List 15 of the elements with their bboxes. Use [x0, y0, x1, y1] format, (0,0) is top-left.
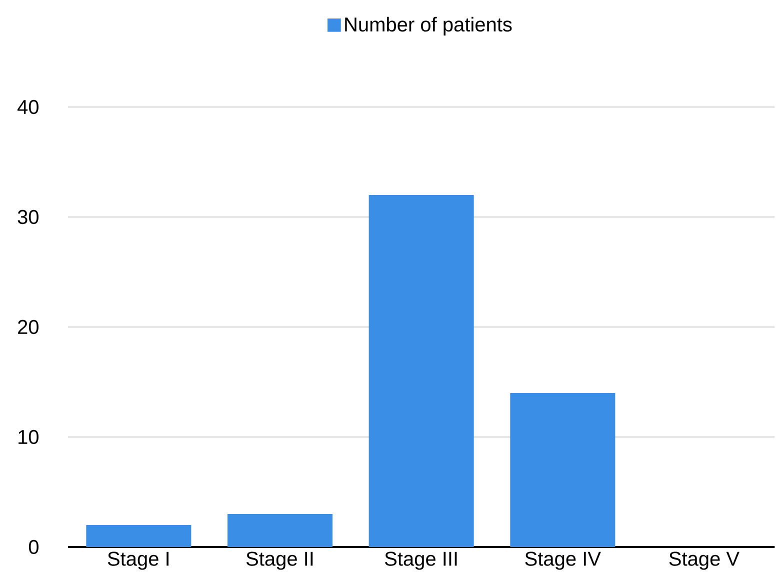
x-tick-label: Stage V [669, 552, 740, 570]
y-tick-label: 0 [28, 540, 39, 554]
y-tick-label: 20 [18, 320, 38, 334]
legend-label: Number of patients [345, 16, 512, 36]
y-tick-label: 40 [18, 100, 38, 114]
y-tick-label: 10 [18, 430, 38, 444]
x-tick-label: Stage II [246, 552, 313, 570]
y-tick-label: 30 [18, 210, 38, 224]
bar [86, 524, 192, 547]
bar [228, 514, 333, 547]
bar [510, 392, 616, 547]
x-tick-label: Stage I [108, 552, 168, 570]
x-tick-label: Stage IV [525, 552, 601, 570]
x-tick-label: Stage III [384, 552, 457, 570]
bar [368, 194, 474, 547]
